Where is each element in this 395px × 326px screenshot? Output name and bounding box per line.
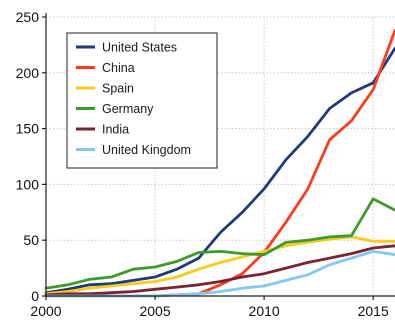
legend-entry-united-kingdom: United Kingdom: [76, 143, 191, 157]
tick-labels: 0 50 100 150 200 250 2000 2005 2010 2015: [16, 9, 389, 319]
series-line-india: [44, 244, 395, 297]
legend-label-united-kingdom: United Kingdom: [102, 143, 191, 157]
legend-box: [66, 32, 218, 169]
legend-entry-united-states: United States: [76, 41, 177, 55]
x-tick-label-2010: 2010: [249, 303, 280, 319]
y-tick-label-250: 250: [16, 9, 40, 25]
series-line-spain: [44, 235, 395, 296]
x-tick-label-2015: 2015: [358, 303, 389, 319]
legend-label-china: China: [102, 61, 135, 75]
x-tick-label-2000: 2000: [30, 303, 61, 319]
legend-label-germany: Germany: [102, 102, 154, 116]
legend-entry-india: India: [76, 123, 129, 137]
y-tick-label-50: 50: [23, 232, 39, 248]
legend-entry-germany: Germany: [76, 102, 154, 116]
x-tick-label-2005: 2005: [139, 303, 170, 319]
series-line-united-states: [44, 46, 395, 295]
legend: United States China Spain Germany India Unite…: [66, 32, 218, 169]
legend-entry-spain: Spain: [76, 82, 134, 96]
legend-label-india: India: [102, 123, 129, 137]
series-line-united-kingdom: [44, 249, 395, 298]
legend-label-spain: Spain: [102, 82, 134, 96]
legend-label-united-states: United States: [102, 41, 177, 55]
y-tick-label-200: 200: [16, 65, 40, 81]
y-tick-label-0: 0: [31, 288, 39, 304]
legend-entry-china: China: [76, 61, 135, 75]
y-tick-label-150: 150: [16, 121, 40, 137]
y-tick-label-100: 100: [16, 176, 40, 192]
series-line-germany: [44, 197, 395, 290]
axes: [42, 13, 395, 300]
